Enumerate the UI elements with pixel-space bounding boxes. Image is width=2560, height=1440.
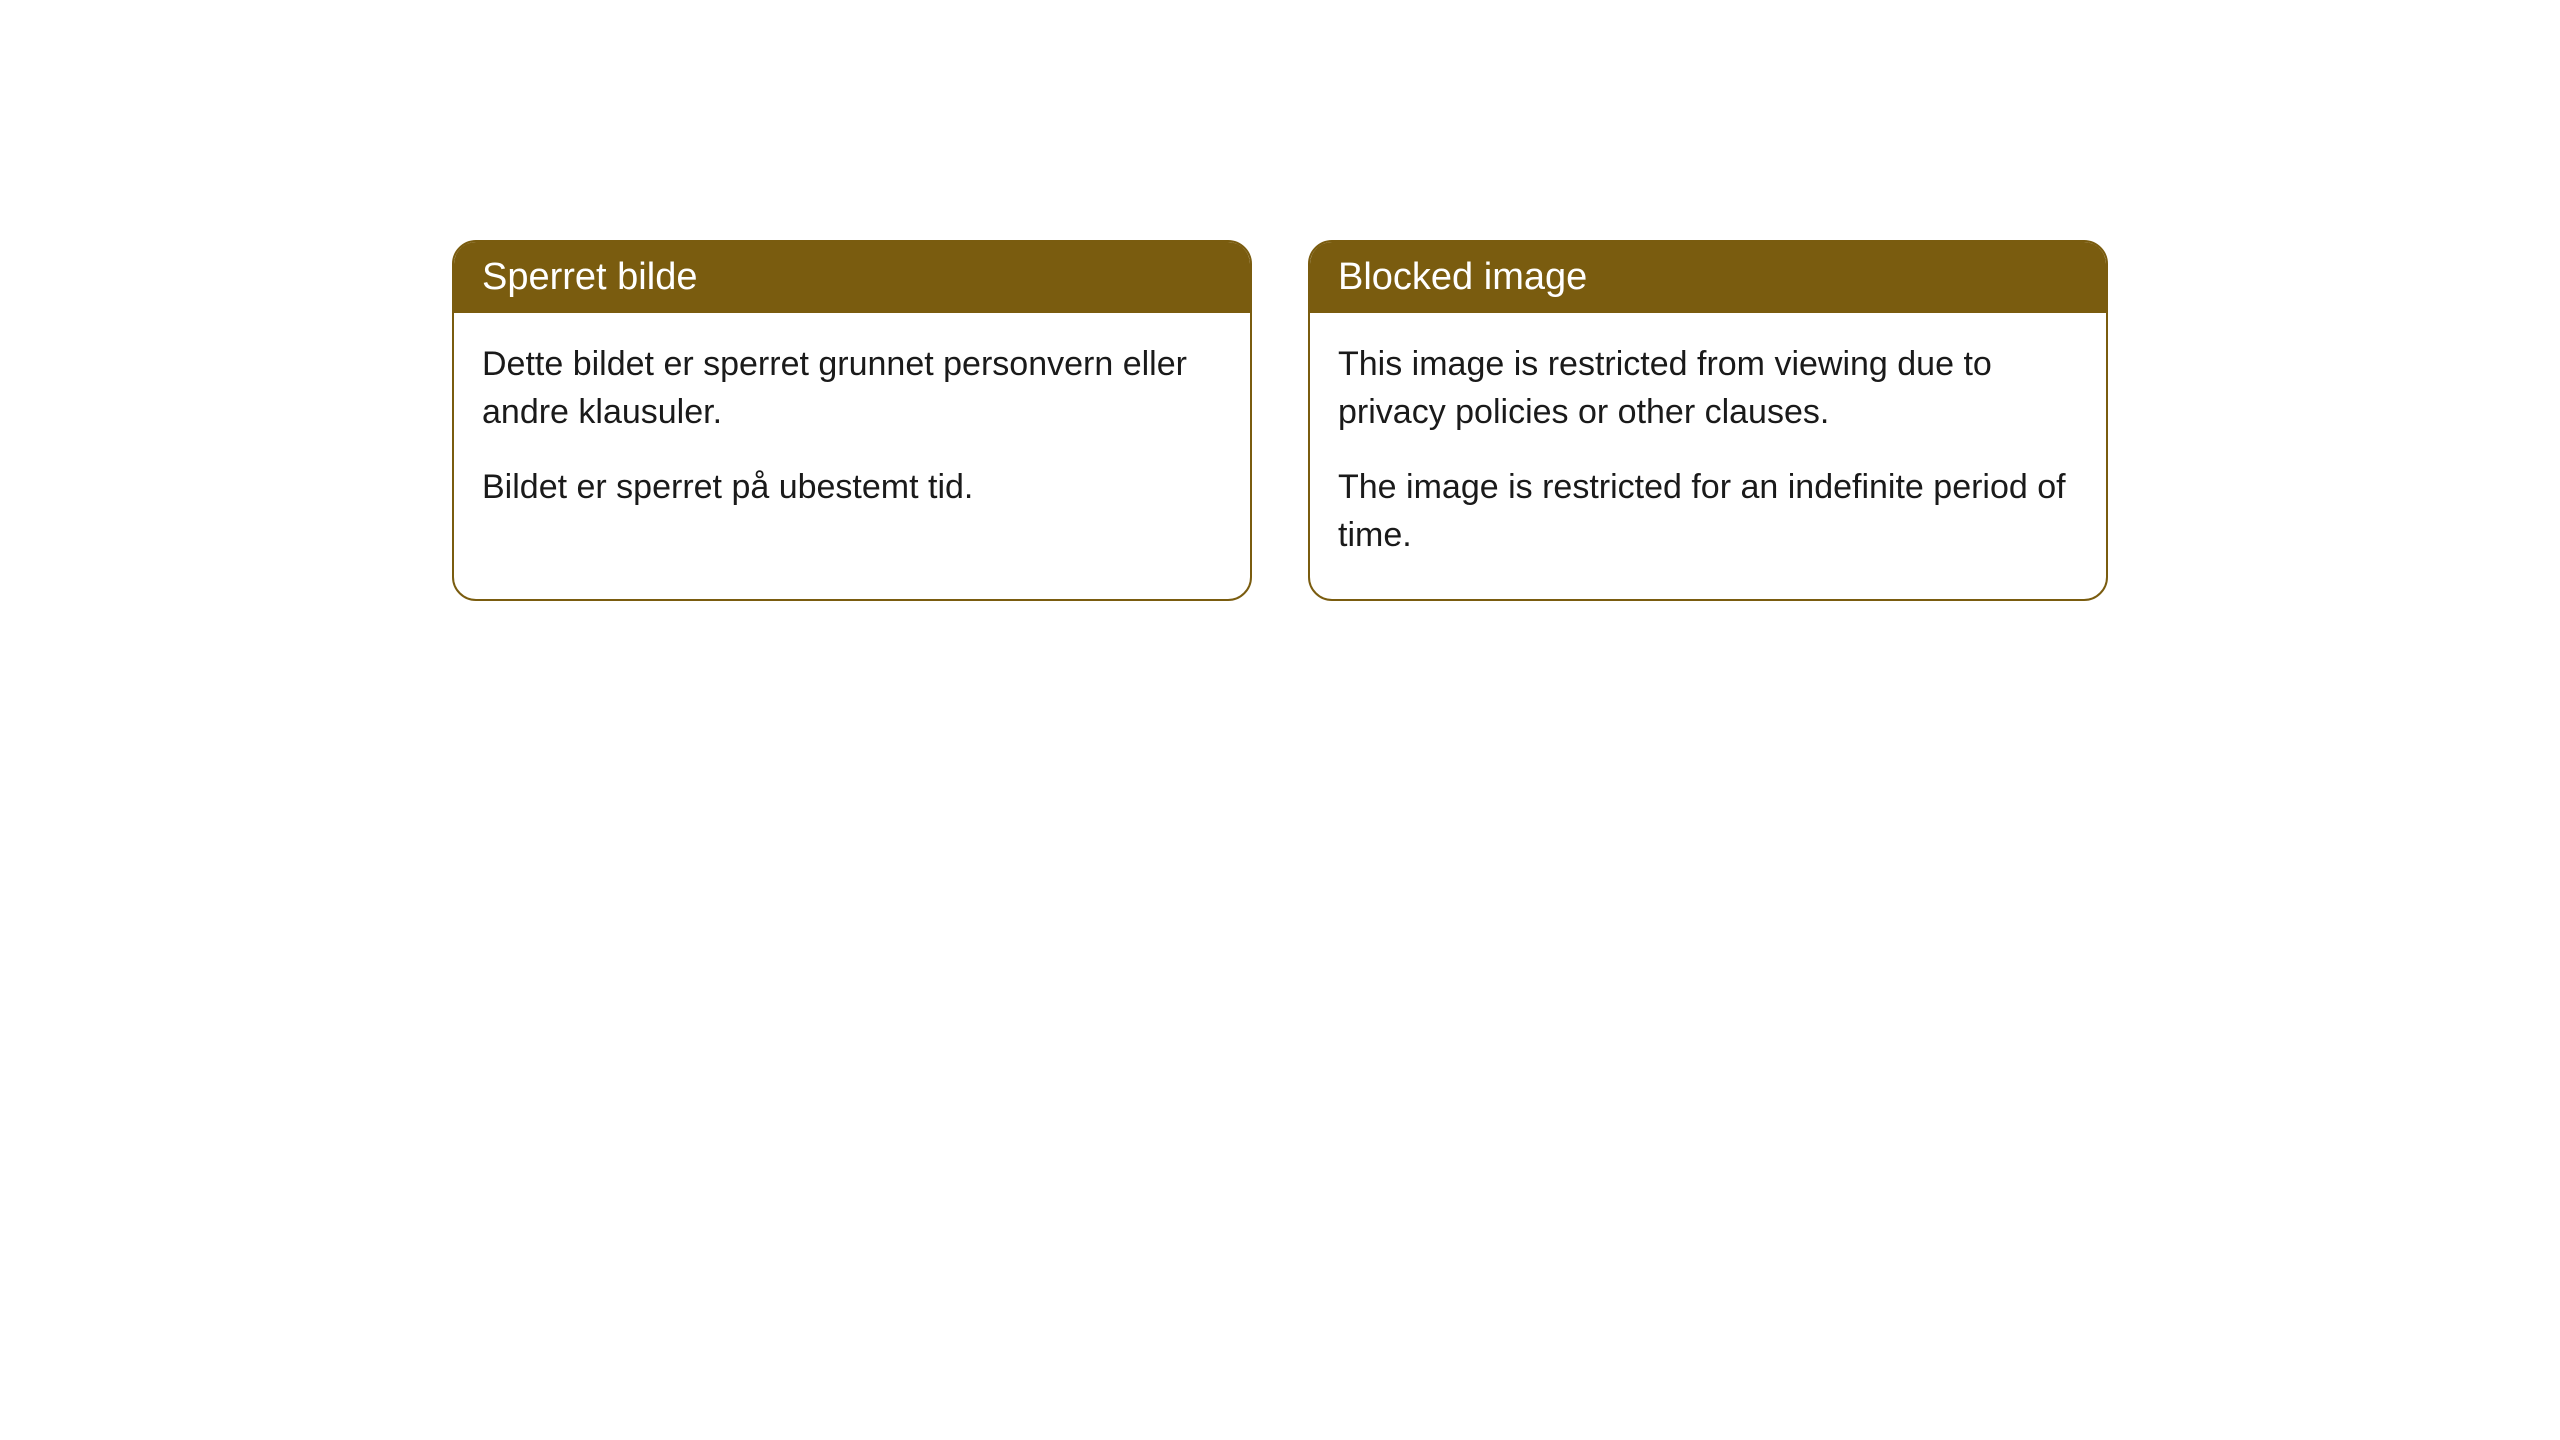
card-body-english: This image is restricted from viewing du… <box>1310 313 2106 599</box>
blocked-image-card-norwegian: Sperret bilde Dette bildet er sperret gr… <box>452 240 1252 601</box>
card-paragraph-1-norwegian: Dette bildet er sperret grunnet personve… <box>482 341 1222 436</box>
card-title-english: Blocked image <box>1338 256 1587 298</box>
card-paragraph-1-english: This image is restricted from viewing du… <box>1338 341 2078 436</box>
card-title-norwegian: Sperret bilde <box>482 256 697 298</box>
card-paragraph-2-norwegian: Bildet er sperret på ubestemt tid. <box>482 464 1222 512</box>
card-header-norwegian: Sperret bilde <box>454 242 1250 313</box>
card-body-norwegian: Dette bildet er sperret grunnet personve… <box>454 313 1250 552</box>
cards-container: Sperret bilde Dette bildet er sperret gr… <box>0 240 2560 601</box>
blocked-image-card-english: Blocked image This image is restricted f… <box>1308 240 2108 601</box>
card-header-english: Blocked image <box>1310 242 2106 313</box>
card-paragraph-2-english: The image is restricted for an indefinit… <box>1338 464 2078 559</box>
